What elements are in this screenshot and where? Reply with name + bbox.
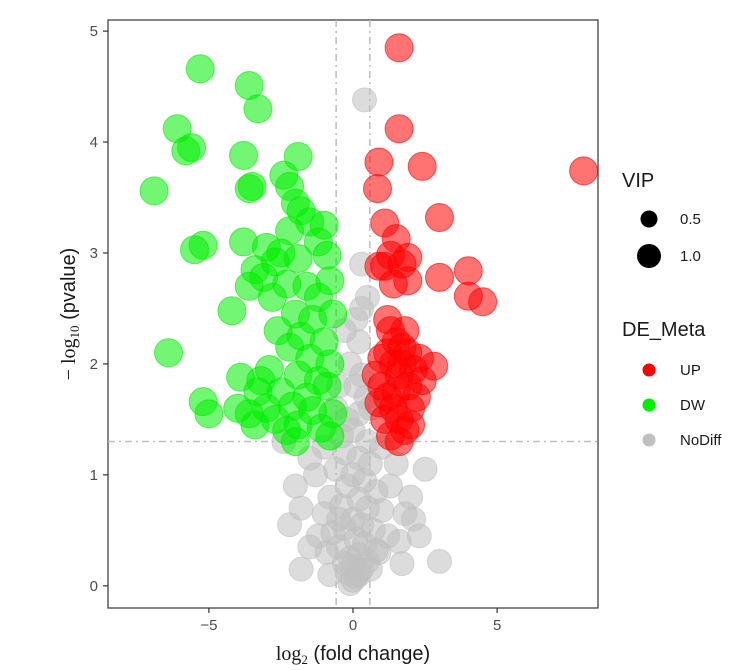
y-tick-label: 2 [90, 356, 98, 373]
x-axis-ticks: −5 0 5 [200, 608, 501, 634]
legend-color-key-dw [642, 398, 656, 412]
point-dw [154, 338, 183, 368]
y-tick-label: 4 [90, 134, 98, 151]
point-up [569, 156, 599, 186]
point-nodiff [326, 506, 352, 532]
legend-color-label-dw: DW [680, 397, 706, 414]
point-dw [229, 140, 258, 170]
legend-size-label-large: 1.0 [680, 248, 701, 265]
point-dw [280, 427, 310, 457]
legend-color-key-nodiff [642, 433, 656, 447]
y-tick-label: 1 [90, 467, 98, 484]
point-dw [243, 94, 273, 124]
y-axis-title-rest: (pvalue) [58, 248, 80, 326]
point-nodiff [352, 87, 377, 113]
series-nodiff-points [271, 87, 452, 597]
legend-color-label-nodiff: NoDiff [680, 432, 722, 449]
x-axis-title-log: log [276, 643, 302, 665]
point-nodiff [349, 296, 375, 321]
point-nodiff [297, 534, 323, 560]
point-nodiff [378, 473, 403, 499]
legend-size-label-small: 0.5 [680, 211, 701, 228]
point-up [364, 251, 394, 281]
point-up [367, 343, 397, 373]
y-tick-label: 3 [90, 245, 98, 262]
point-dw [217, 296, 247, 326]
point-up [396, 410, 426, 440]
point-nodiff [303, 462, 328, 488]
y-tick-label: 0 [90, 578, 98, 595]
y-axis-title: − log10 (pvalue) [58, 248, 82, 381]
point-dw [185, 54, 215, 84]
point-nodiff [398, 484, 424, 510]
point-up [384, 33, 414, 63]
point-nodiff [277, 512, 303, 538]
point-up [390, 316, 420, 346]
point-up [363, 174, 392, 204]
legend-color-label-up: UP [680, 362, 701, 379]
point-up [407, 366, 437, 396]
point-nodiff [427, 548, 452, 574]
point-dw [194, 399, 224, 429]
series-dw-points [139, 54, 348, 457]
point-dw [257, 282, 287, 312]
point-nodiff [282, 473, 308, 499]
point-nodiff [317, 562, 343, 588]
legend-color-title: DE_Meta [622, 319, 706, 341]
point-up [407, 151, 437, 181]
point-up [384, 114, 414, 144]
point-dw [243, 377, 273, 407]
point-nodiff [389, 551, 415, 577]
y-tick-label: 5 [90, 23, 98, 40]
y-axis-title-sub: 10 [67, 325, 82, 338]
point-up [425, 203, 454, 232]
point-up [393, 266, 423, 296]
point-up [425, 262, 454, 292]
point-nodiff [288, 556, 314, 582]
x-tick-label: 0 [349, 617, 357, 634]
point-up [364, 147, 394, 177]
legend-color-key-up [642, 363, 656, 377]
point-nodiff [406, 523, 432, 549]
point-up [453, 256, 483, 286]
point-dw [318, 299, 348, 329]
point-nodiff [357, 556, 383, 582]
point-dw [171, 136, 201, 166]
point-dw [312, 240, 342, 270]
legend-size-key-small [640, 210, 658, 228]
legend-size-key-large [637, 244, 661, 268]
legend-size-title: VIP [622, 170, 654, 192]
point-up [364, 388, 394, 418]
point-dw [234, 174, 264, 204]
series-up-points [361, 33, 599, 457]
x-tick-label: 5 [493, 617, 501, 634]
y-axis-title-log: − log [58, 338, 80, 380]
x-tick-label: −5 [200, 617, 217, 634]
x-axis-title: log2 (fold change) [276, 643, 430, 667]
x-axis-title-sub: 2 [301, 652, 308, 667]
point-dw [315, 421, 345, 451]
point-dw [223, 393, 253, 423]
point-nodiff [412, 456, 438, 482]
legend: VIP 0.5 1.0 DE_Meta UP DW NoDiff [622, 170, 722, 449]
point-dw [180, 235, 209, 265]
x-axis-title-rest: (fold change) [308, 643, 430, 665]
point-up [453, 281, 483, 311]
point-dw [139, 176, 169, 206]
y-axis-ticks: 0 1 2 3 4 5 [90, 23, 108, 595]
